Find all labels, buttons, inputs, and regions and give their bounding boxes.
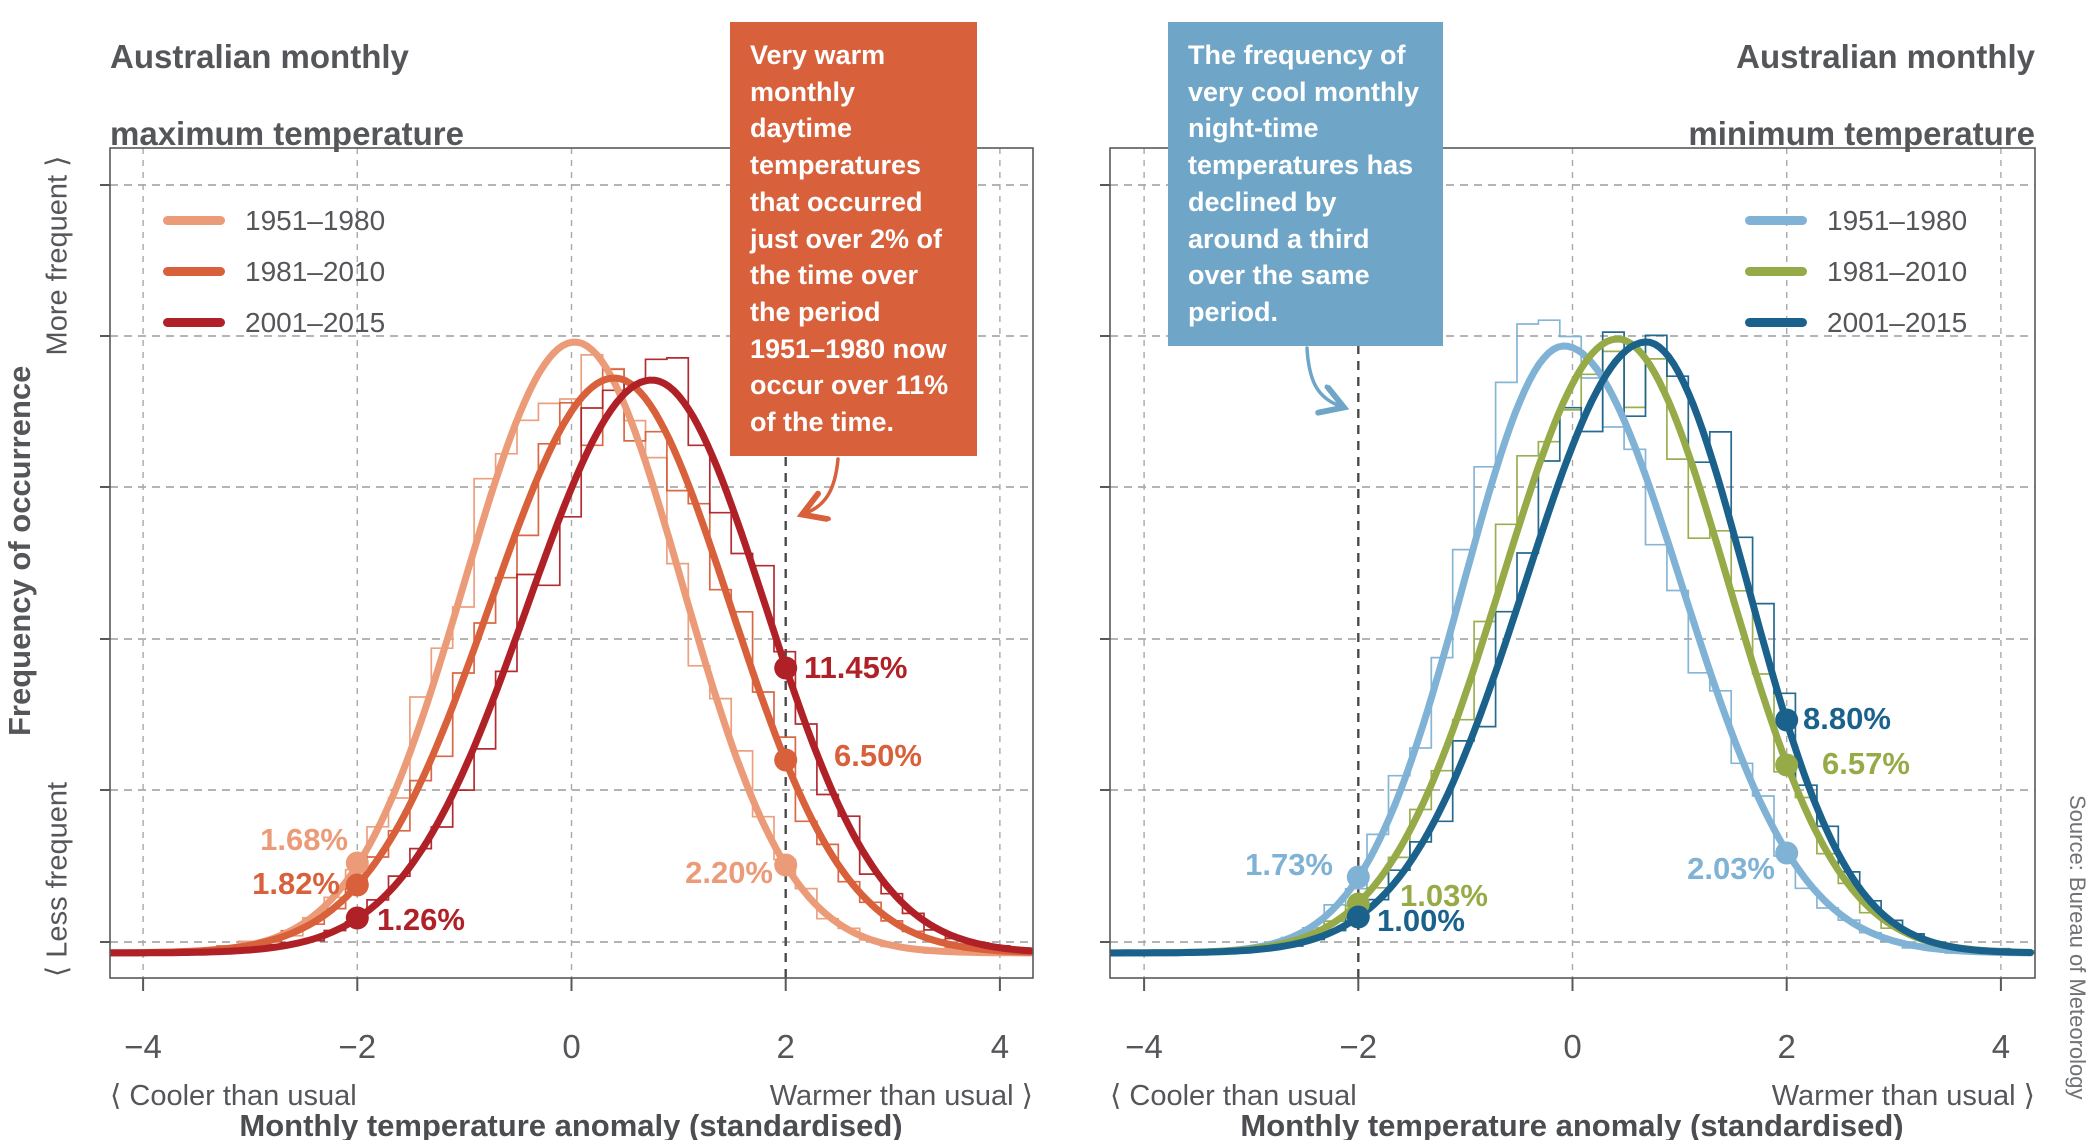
pct-label-1.73%: 1.73% [1245, 847, 1333, 882]
right-panel-warmer-caption: Warmer than usual ⟩ [1771, 1080, 2035, 1112]
marker-dot-1.73% [1346, 865, 1370, 889]
left-panel-warmer-caption: Warmer than usual ⟩ [769, 1080, 1033, 1112]
marker-dot-2.20% [774, 853, 798, 877]
legend-label: 2001–2015 [1827, 306, 1968, 338]
legend-swatch [163, 216, 225, 225]
callout-arrow [1305, 346, 1340, 406]
frequency-axis-title: Frequency of occurrence [2, 365, 37, 736]
right-panel-legend: 1951–1980 1981–2010 2001–2015 [1745, 195, 1967, 348]
curve-2001–2015 [110, 376, 1033, 957]
marker-dot-1.26% [345, 906, 369, 930]
legend-label: 1951–1980 [1827, 204, 1968, 236]
pct-label-8.80%: 8.80% [1803, 701, 1891, 736]
more-frequent-label: More frequent ⟩ [41, 155, 74, 356]
left-panel-x-axis-title: Monthly temperature anomaly (standardise… [239, 1108, 903, 1140]
right-panel-title: Australian monthly minimum temperature [1688, 38, 2035, 153]
x-tick-label--4: −4 [124, 1028, 162, 1065]
legend-label: 1981–2010 [245, 255, 386, 287]
marker-dot-6.57% [1775, 753, 1799, 777]
less-frequent-label: ⟨ Less frequent [41, 781, 74, 978]
source-note: Source: Bureau of Meteorology [2065, 795, 2090, 1100]
pct-label-1.68%: 1.68% [260, 822, 348, 857]
callout-arrow [806, 457, 840, 513]
x-tick-label-2: 2 [776, 1028, 795, 1065]
x-tick-label--4: −4 [1125, 1028, 1163, 1065]
marker-dot-8.80% [1775, 708, 1799, 732]
left-panel-legend: 1951–1980 1981–2010 2001–2015 [163, 195, 385, 348]
pct-label-2.03%: 2.03% [1687, 851, 1775, 886]
curve-2001–2015 [1110, 338, 2034, 957]
right-panel-x-axis-title: Monthly temperature anomaly (standardise… [1240, 1108, 1904, 1140]
legend-item-1981–2010: 1981–2010 [163, 246, 385, 297]
very-warm-callout: Very warm monthly daytime temperatures t… [730, 22, 977, 456]
pct-label-1.26%: 1.26% [377, 902, 465, 937]
left-panel-title-line2: maximum temperature [110, 114, 464, 152]
pct-label-1.82%: 1.82% [252, 866, 340, 901]
legend-swatch [1745, 216, 1807, 225]
legend-item-1951–1980: 1951–1980 [163, 195, 385, 246]
marker-dot-6.50% [774, 748, 798, 772]
x-tick-label--2: −2 [1339, 1028, 1378, 1065]
right-panel-cooler-caption: ⟨ Cooler than usual [1110, 1080, 1357, 1112]
legend-swatch [1745, 267, 1807, 276]
x-tick-label--2: −2 [338, 1028, 377, 1065]
legend-item-2001–2015: 2001–2015 [163, 297, 385, 348]
very-cool-callout: The frequency of very cool monthly night… [1168, 22, 1443, 346]
x-tick-label-4: 4 [1991, 1028, 2011, 1065]
x-tick-label-0: 0 [562, 1028, 581, 1065]
marker-dot-1.68% [345, 851, 369, 875]
legend-item-1981–2010: 1981–2010 [1745, 246, 1967, 297]
legend-label: 2001–2015 [245, 306, 386, 338]
curve-1981–2010 [110, 374, 1033, 957]
right-panel-title-line1: Australian monthly [1736, 38, 2035, 75]
left-panel-title-line1: Australian monthly [110, 38, 409, 75]
pct-label-2.20%: 2.20% [685, 855, 773, 890]
marker-dot-1.82% [345, 873, 369, 897]
legend-swatch [163, 318, 225, 327]
marker-dot-1.00% [1346, 905, 1370, 929]
left-panel-title: Australian monthly maximum temperature [110, 38, 464, 153]
legend-label: 1981–2010 [1827, 255, 1968, 287]
pct-label-1.03%: 1.03% [1400, 878, 1488, 913]
legend-swatch [163, 267, 225, 276]
marker-dot-2.03% [1775, 841, 1799, 865]
legend-item-1951–1980: 1951–1980 [1745, 195, 1967, 246]
pct-label-6.57%: 6.57% [1822, 746, 1910, 781]
pct-label-1.00%: 1.00% [1377, 903, 1465, 938]
left-panel-cooler-caption: ⟨ Cooler than usual [110, 1080, 357, 1112]
right-panel-title-line2: minimum temperature [1688, 114, 2035, 152]
pct-label-6.50%: 6.50% [834, 738, 922, 773]
legend-label: 1951–1980 [245, 204, 386, 236]
pct-label-11.45%: 11.45% [804, 650, 908, 685]
x-tick-label-0: 0 [1563, 1028, 1582, 1065]
x-tick-label-2: 2 [1777, 1028, 1796, 1065]
marker-dot-11.45% [774, 656, 798, 680]
legend-swatch [1745, 318, 1807, 327]
x-tick-label-4: 4 [990, 1028, 1010, 1065]
legend-item-2001–2015: 2001–2015 [1745, 297, 1967, 348]
